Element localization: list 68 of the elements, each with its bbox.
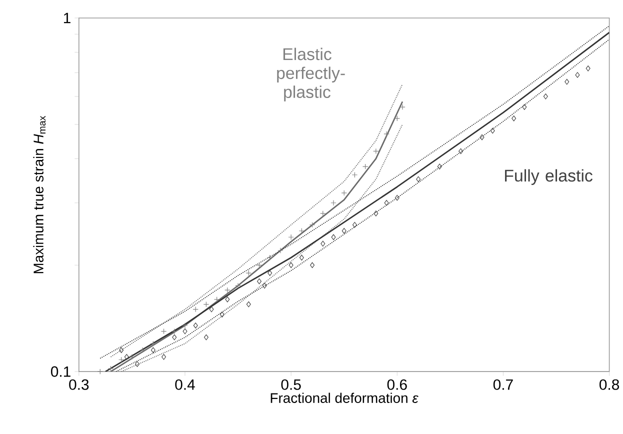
point xyxy=(310,262,315,268)
point xyxy=(458,148,464,154)
point xyxy=(543,94,548,100)
point xyxy=(362,164,368,170)
text: Fully elastic xyxy=(505,169,592,186)
point xyxy=(246,302,251,308)
point xyxy=(204,334,208,340)
point xyxy=(352,222,357,228)
point xyxy=(288,234,294,240)
point xyxy=(373,148,379,154)
point xyxy=(586,66,590,72)
point xyxy=(437,164,442,170)
point xyxy=(160,328,167,334)
point xyxy=(192,306,198,312)
x-tick-label: 0.3 xyxy=(69,380,89,390)
point xyxy=(384,200,389,206)
point xyxy=(309,222,316,228)
point xyxy=(320,241,326,247)
x-tick-label: 0.6 xyxy=(387,380,407,390)
x-tick-label: 0.5 xyxy=(281,380,301,390)
point xyxy=(299,255,304,261)
point xyxy=(490,128,495,134)
point xyxy=(564,79,570,85)
point xyxy=(182,328,188,334)
point xyxy=(342,228,346,234)
point xyxy=(246,270,252,276)
point xyxy=(124,354,129,360)
point xyxy=(394,195,400,201)
x-axis-title: Fractional deformation ε xyxy=(270,392,418,404)
point xyxy=(172,328,178,334)
point xyxy=(257,278,262,284)
point xyxy=(374,210,378,217)
point xyxy=(268,270,272,276)
point xyxy=(150,340,156,347)
point xyxy=(225,296,230,303)
point xyxy=(256,262,262,268)
y-tick-label: 1 xyxy=(64,13,70,24)
x-tick-label: 0.4 xyxy=(175,380,195,390)
point xyxy=(266,255,273,261)
point xyxy=(172,334,177,340)
point xyxy=(193,322,198,329)
x-tick-label: 0.8 xyxy=(600,380,620,390)
point xyxy=(575,72,580,78)
point xyxy=(182,322,188,329)
point xyxy=(400,104,406,110)
point xyxy=(140,347,146,354)
point xyxy=(150,347,156,354)
point xyxy=(480,134,484,140)
point xyxy=(209,306,214,312)
point xyxy=(262,283,267,289)
point xyxy=(118,357,124,363)
point xyxy=(220,312,224,318)
point xyxy=(512,116,516,122)
point xyxy=(235,283,241,289)
point xyxy=(416,176,421,182)
point xyxy=(162,354,166,360)
point xyxy=(224,287,230,294)
y-axis-title: Maximum true strain H$_{max}$ xyxy=(33,116,46,274)
point xyxy=(288,262,294,268)
point xyxy=(203,302,210,308)
point xyxy=(278,248,284,254)
y-tick-label: 0.1 xyxy=(50,366,70,378)
point xyxy=(119,347,124,354)
point xyxy=(331,234,336,240)
point xyxy=(522,104,527,110)
point xyxy=(97,368,104,375)
text: Elastic perfectly-plastic xyxy=(277,48,345,102)
x-tick-label: 0.7 xyxy=(493,380,513,390)
